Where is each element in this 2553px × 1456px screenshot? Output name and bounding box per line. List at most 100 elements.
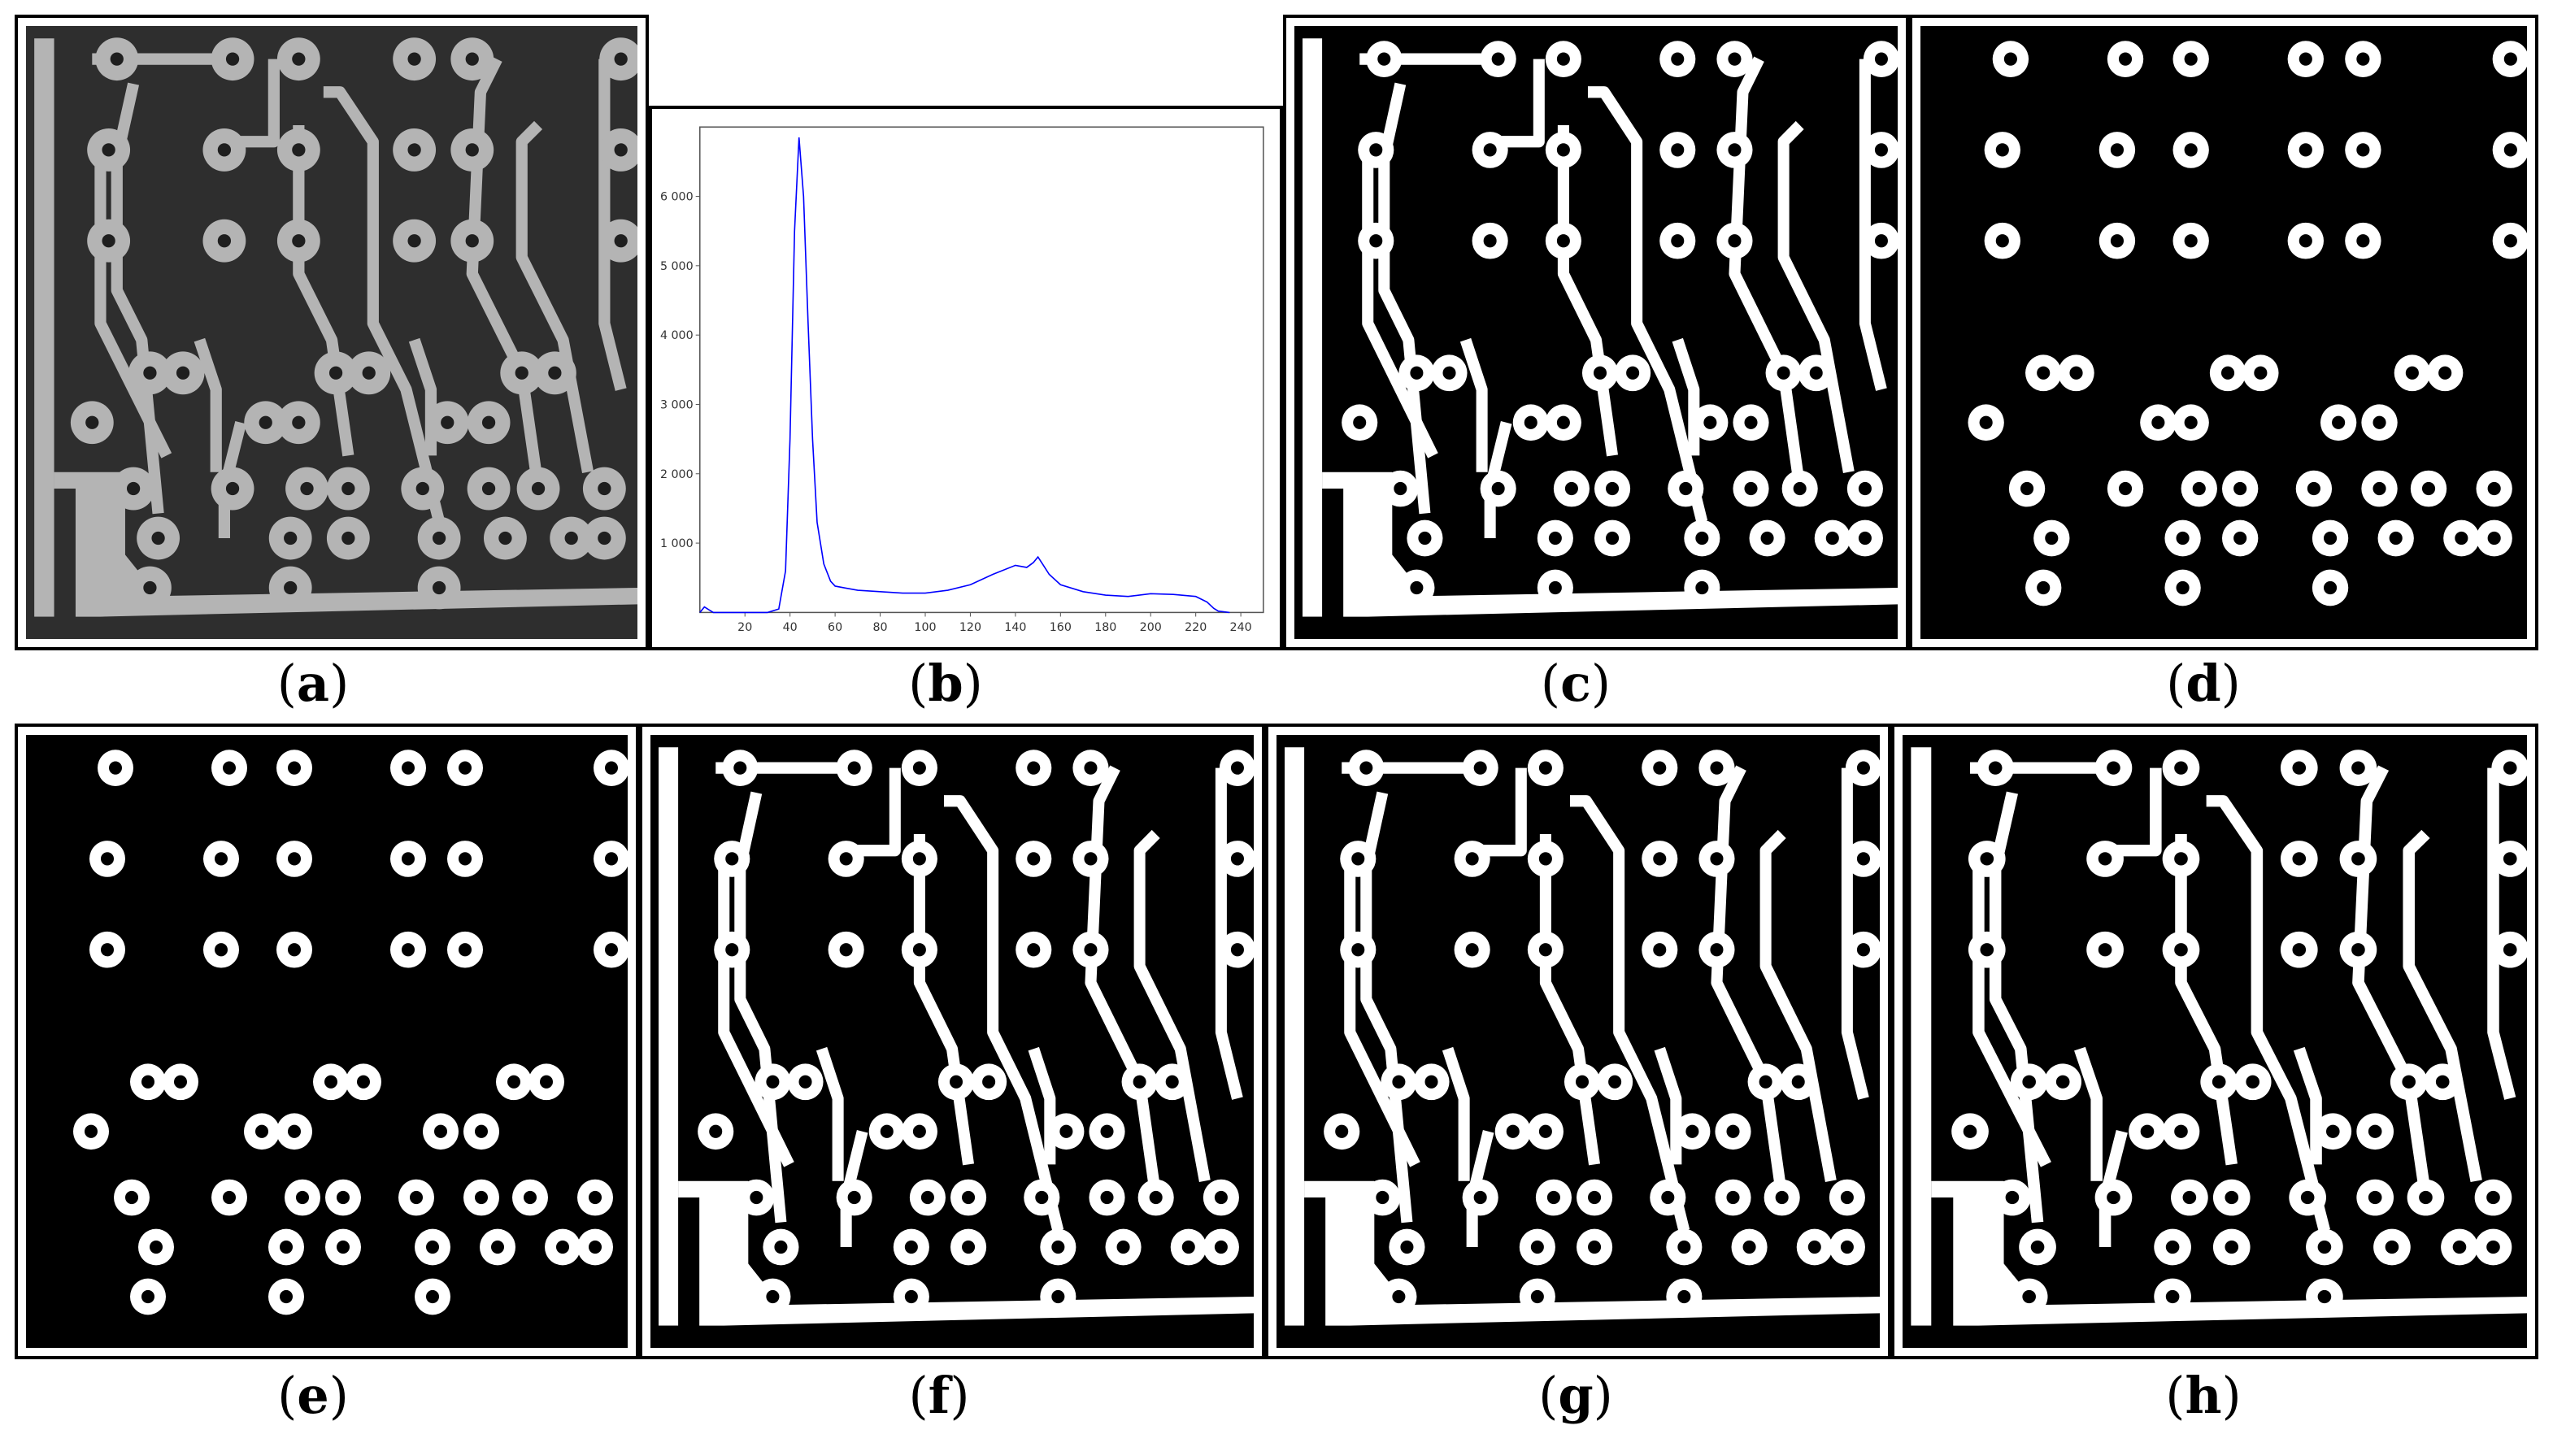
pad-hole <box>1506 1124 1520 1138</box>
panel-g <box>1265 724 1891 1359</box>
pad-hole <box>2174 943 2188 957</box>
pad-hole <box>2419 1190 2433 1205</box>
pad-hole <box>750 1190 763 1205</box>
pad-hole <box>2140 1124 2155 1138</box>
pad-hole <box>2486 1190 2500 1205</box>
pad-hole <box>1874 143 1888 157</box>
pad-hole <box>1608 1075 1622 1089</box>
pad-hole <box>1653 761 1667 775</box>
panel-c <box>1283 15 1909 650</box>
pad-hole <box>2045 531 2059 545</box>
pad-hole <box>459 943 472 957</box>
pad-hole <box>904 1240 918 1254</box>
pad-hole <box>2184 234 2198 248</box>
copper-trace <box>1759 829 1837 1183</box>
caption-e: (e) <box>277 1366 349 1425</box>
y-tick-label: 2 000 <box>660 468 694 481</box>
traces <box>73 750 628 1315</box>
pad-hole <box>101 852 114 866</box>
pad-hole <box>1679 481 1693 496</box>
pad-hole <box>1564 481 1578 496</box>
pad-hole <box>284 531 298 545</box>
pad-hole <box>296 1190 309 1205</box>
traces <box>1968 41 2527 606</box>
edge-strip <box>1303 38 1323 617</box>
pad-hole <box>2055 1075 2070 1089</box>
pad-hole <box>1677 1289 1691 1304</box>
pad-hole <box>2351 852 2365 866</box>
pad-hole <box>1538 943 1552 957</box>
pad-hole <box>725 943 739 957</box>
pad-hole <box>1825 531 1839 545</box>
pad-hole <box>465 52 479 66</box>
pad-hole <box>465 234 479 248</box>
pad-hole <box>1858 531 1872 545</box>
pad-hole <box>1410 366 1424 380</box>
pad-hole <box>2246 1075 2260 1089</box>
pad-hole <box>709 1124 723 1138</box>
caption-f: (f) <box>908 1366 970 1425</box>
traces <box>1911 747 2527 1326</box>
copper-trace <box>323 86 446 524</box>
pad-hole <box>1593 366 1607 380</box>
pad-hole <box>556 1240 569 1254</box>
pad-hole <box>362 366 376 380</box>
pad-hole <box>432 580 446 595</box>
pad-hole <box>2503 52 2517 66</box>
pad-hole <box>1606 531 1620 545</box>
pad-hole <box>328 366 343 380</box>
histogram-line <box>699 137 1230 614</box>
pad-hole <box>1744 481 1758 496</box>
caption-c: (c) <box>1540 654 1611 713</box>
copper-trace <box>2352 765 2432 1199</box>
caption-b: (b) <box>908 654 983 713</box>
pad-hole <box>2317 1240 2332 1254</box>
pad-hole <box>1710 943 1724 957</box>
pad-hole <box>2435 1075 2450 1089</box>
pad-hole <box>475 1190 488 1205</box>
pad-hole <box>475 1124 488 1138</box>
pad-hole <box>1671 143 1685 157</box>
pcb-photo <box>26 26 637 639</box>
copper-trace <box>1711 765 1788 1199</box>
pad-hole <box>288 852 301 866</box>
pad-hole <box>1963 1124 1977 1138</box>
pad-hole <box>2300 1190 2315 1205</box>
pad-hole <box>2292 943 2307 957</box>
pad-hole <box>1677 1240 1691 1254</box>
copper-trace <box>466 56 545 490</box>
pad-hole <box>1728 234 1742 248</box>
copper-trace <box>1729 56 1806 490</box>
pad-hole <box>1710 852 1724 866</box>
pad-hole <box>1538 852 1552 866</box>
pad-hole <box>1394 481 1407 496</box>
pad-hole <box>1695 580 1709 595</box>
pad-hole <box>2503 143 2517 157</box>
panel-a <box>15 15 649 650</box>
pad-hole <box>2022 1289 2036 1304</box>
pad-hole <box>126 481 141 496</box>
pad-hole <box>962 1240 976 1254</box>
pad-hole <box>441 415 454 429</box>
pad-hole <box>174 1075 187 1089</box>
copper-trace <box>233 59 280 148</box>
pad-hole <box>2151 415 2165 429</box>
copper-trace <box>1442 1046 1470 1181</box>
pad-hole <box>2503 761 2517 775</box>
pad-hole <box>1979 415 1993 429</box>
pad-hole <box>1230 943 1244 957</box>
pad-hole <box>2356 234 2370 248</box>
x-tick-label: 240 <box>1230 621 1252 634</box>
pad-hole <box>605 943 618 957</box>
pad-hole <box>143 580 157 595</box>
pad-hole <box>2184 143 2198 157</box>
pad-hole <box>1392 1075 1406 1089</box>
edge-strip <box>1911 747 1932 1326</box>
pad-hole <box>292 234 306 248</box>
pad-hole <box>766 1289 780 1304</box>
pad-hole <box>1351 852 1365 866</box>
board-background <box>1920 26 2527 639</box>
pad-hole <box>2323 531 2338 545</box>
y-tick-label: 3 000 <box>660 399 694 412</box>
copper-trace <box>1587 86 1708 524</box>
